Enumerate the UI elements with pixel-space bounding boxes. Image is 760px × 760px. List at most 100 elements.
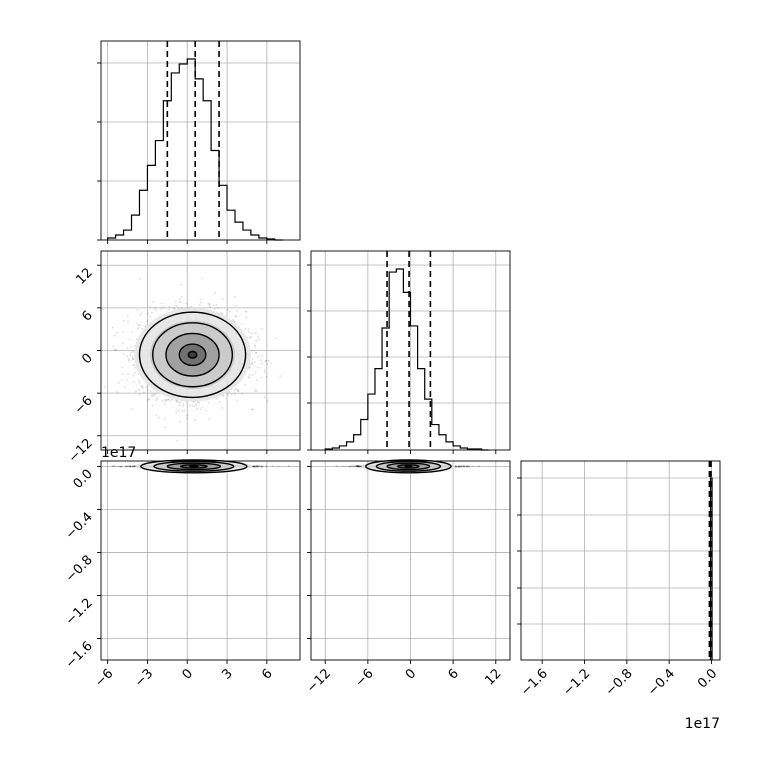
panel-2-0-point — [256, 465, 259, 468]
panel-1-0-point — [252, 374, 255, 376]
panel-1-0-point — [116, 332, 118, 335]
panel-1-0-point — [186, 414, 189, 417]
panel-2-2-histogram — [709, 477, 713, 660]
panel-2-0-point — [261, 465, 263, 468]
panel-2-0-point — [120, 465, 123, 468]
panel-1-0-point — [196, 401, 199, 404]
panel-2-0-point — [253, 465, 255, 468]
panel-1-0-point — [155, 392, 158, 395]
panel-1-0-point — [149, 315, 152, 318]
panel-1-0-point — [175, 304, 178, 307]
panel-1-0-point — [132, 364, 135, 367]
panel-1-0-point — [215, 304, 218, 306]
panel-1-0-point — [261, 328, 263, 330]
panel-1-0-point — [178, 301, 181, 303]
panel-1-0-point — [235, 388, 238, 390]
panel-1-0-point — [175, 411, 178, 414]
panel-1-0-point — [194, 419, 196, 422]
panel-1-0-point — [247, 328, 250, 331]
panel-1-0-point — [130, 345, 133, 348]
panel-1-0-point — [141, 328, 144, 330]
panel-1-0-point — [255, 352, 258, 354]
panel-1-0-point — [122, 330, 124, 333]
panel-1-0-point — [189, 404, 191, 407]
panel-1-0-point — [267, 359, 270, 362]
panel-1-0-contour-1 — [152, 322, 234, 388]
panel-1-0-point — [156, 397, 159, 400]
panel-2-0-point — [272, 465, 274, 468]
panel-1-0-point — [129, 354, 132, 356]
panel-2-0-point — [253, 465, 255, 468]
panel-1-0-point — [236, 388, 239, 391]
panel-1-0-point — [221, 407, 223, 409]
panel-1-0-point — [132, 381, 135, 383]
panel-1-0-point — [227, 393, 230, 396]
panel-1-0-point — [146, 320, 148, 322]
panel-1-0-point — [234, 393, 237, 395]
panel-2-0-point — [255, 465, 257, 467]
panel-1-0-point — [193, 401, 196, 404]
panel-1-0-point — [168, 305, 171, 308]
panel-1-0-point — [266, 362, 269, 365]
panel-1-0-point — [241, 392, 244, 395]
panel-1-0-point — [134, 371, 136, 374]
panel-1-0-point — [138, 379, 141, 382]
panel-1-0-point — [121, 373, 124, 375]
panel-1-0-point — [208, 304, 211, 306]
panel-1-0-point — [205, 409, 207, 412]
panel-1-0-point — [136, 327, 139, 329]
panel-2-0-point — [253, 465, 256, 468]
panel-1-0-point — [155, 309, 157, 312]
panel-1-0-point — [138, 393, 141, 396]
panel-1-0-point — [180, 306, 183, 309]
panel-1-0-point — [207, 303, 210, 305]
panel-1-0-point — [270, 362, 273, 365]
panel-2-0-point — [252, 465, 255, 468]
panel-1-0-point — [127, 357, 130, 360]
panel-0-0-histogram — [107, 58, 283, 241]
panel-1-0-point — [257, 338, 260, 341]
panel-1-0-point — [168, 308, 170, 311]
panel-1-0-point — [121, 366, 124, 369]
panel-1-0-point — [134, 390, 137, 393]
panel-1-0-point — [138, 324, 141, 327]
panel-1-0-point — [141, 385, 144, 388]
panel-1-0-point — [196, 407, 198, 410]
panel-1-0-point — [176, 439, 179, 442]
panel-1-0-point — [213, 304, 215, 307]
panel-1-0-point — [133, 364, 136, 366]
panel-1-0-point — [121, 379, 123, 381]
panel-1-0-point — [103, 385, 106, 388]
panel-1-0-point — [164, 399, 167, 402]
panel-1-0-point — [195, 403, 197, 406]
panel-1-0-point — [234, 315, 236, 318]
panel-1-0-point — [150, 394, 153, 397]
panel-1-0-point — [138, 382, 140, 384]
panel-1-0-point — [160, 307, 163, 310]
panel-1-0-point — [174, 300, 177, 303]
panel-1-0-point — [154, 307, 157, 310]
panel-1-0-point — [191, 404, 194, 407]
panel-1-0-point — [253, 361, 256, 363]
panel-1-0-point — [183, 409, 186, 412]
panel-1-0-point — [254, 371, 257, 374]
panel-1-0-point — [157, 416, 160, 419]
panel-2-0-point — [260, 466, 263, 469]
panel-1-0-point — [248, 376, 251, 378]
panel-1-0-point — [179, 401, 182, 404]
panel-1-0-point — [181, 410, 184, 412]
panel-1-0-point — [141, 312, 144, 314]
panel-1-0-point — [114, 348, 117, 351]
panel-1-0-point — [190, 305, 192, 308]
panel-1-0-point — [127, 373, 129, 376]
panel-1-0-point — [200, 301, 202, 304]
panel-1-0-point — [141, 385, 143, 388]
panel-1-0-point — [255, 351, 257, 354]
panel-1-0-point — [126, 314, 129, 317]
panel-1-0-point — [233, 389, 236, 391]
panel-1-0-point — [199, 298, 202, 301]
panel-2-0-point — [255, 465, 258, 468]
panel-1-0-point — [247, 331, 250, 333]
panel-1-0-point — [152, 300, 155, 303]
panel-1-0-point — [250, 349, 253, 352]
